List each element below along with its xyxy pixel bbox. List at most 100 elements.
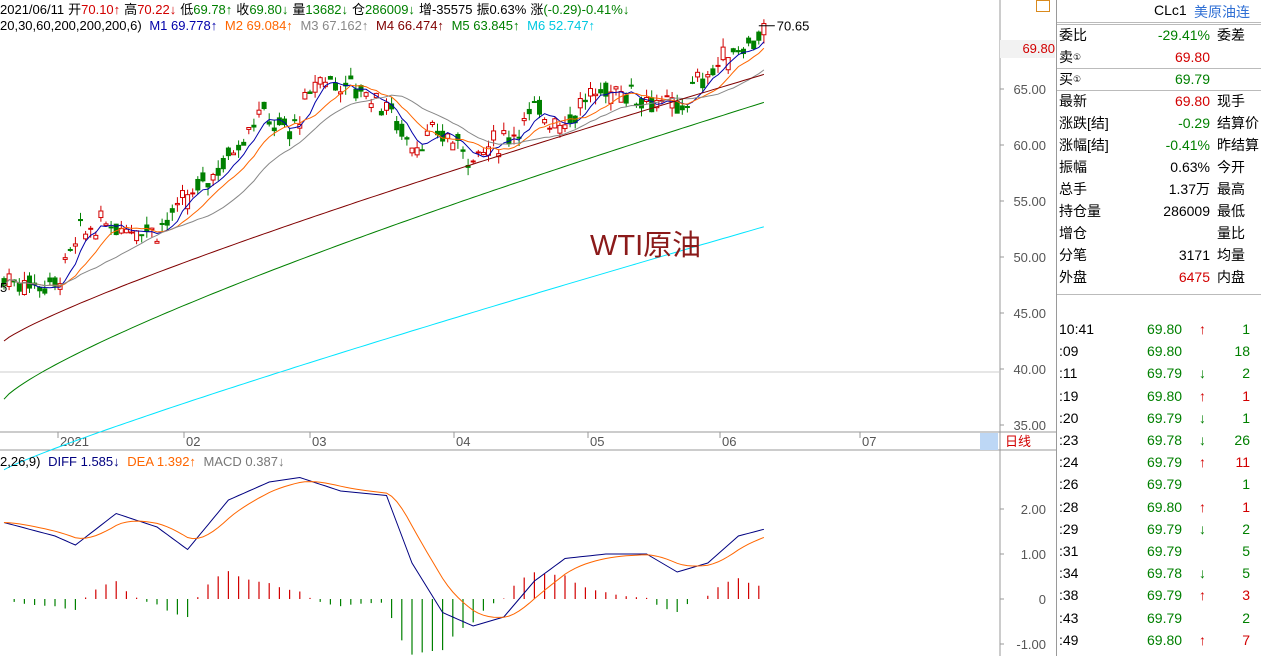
candle-body bbox=[445, 133, 451, 139]
price-tick-label: 60.00 bbox=[1013, 138, 1046, 153]
watermark-label: WTI原油 bbox=[590, 230, 702, 262]
quote-row: 振幅 0.63% 今开 bbox=[1057, 156, 1261, 178]
volume-value: 13682↓ bbox=[305, 2, 349, 17]
candle-body bbox=[419, 149, 425, 152]
candle-body bbox=[139, 234, 145, 237]
tick-time: :24 bbox=[1059, 454, 1079, 471]
tick-price: 69.79 bbox=[1147, 609, 1183, 626]
tick-volume: 5 bbox=[1242, 543, 1250, 559]
candle-body bbox=[241, 141, 247, 146]
candle-body bbox=[287, 131, 293, 140]
candle-body bbox=[542, 119, 548, 124]
candle-body bbox=[333, 82, 338, 91]
candle-body bbox=[225, 147, 231, 157]
candle-body bbox=[42, 288, 48, 294]
quote-key-secondary: 昨结算 bbox=[1217, 137, 1259, 153]
settings-icon[interactable] bbox=[1036, 0, 1050, 12]
candle-body bbox=[730, 48, 736, 53]
candle-body bbox=[164, 219, 170, 226]
contract-code: CLc1 bbox=[1154, 2, 1187, 18]
candle-body bbox=[460, 149, 466, 152]
quote-value: 69.79 bbox=[1174, 71, 1210, 87]
quote-key-secondary: 最高 bbox=[1217, 181, 1245, 197]
tick-price: 69.79 bbox=[1147, 409, 1183, 426]
quote-row: 买① 69.79 bbox=[1057, 68, 1261, 90]
macd-tick-label: -1.00 bbox=[1016, 637, 1046, 652]
ma-m5: M5 63.845↑ bbox=[451, 18, 520, 33]
ma-line-m4 bbox=[3, 73, 765, 342]
tick-time: :34 bbox=[1059, 565, 1079, 582]
candle-body bbox=[424, 130, 430, 136]
quote-key: 委比 bbox=[1059, 27, 1087, 43]
candle-body bbox=[710, 68, 716, 76]
tick-volume: 2 bbox=[1242, 609, 1250, 626]
quote-key: 振幅 bbox=[1059, 159, 1087, 175]
candle-body bbox=[88, 227, 94, 230]
ma-line-m6 bbox=[3, 226, 765, 471]
candle-body bbox=[348, 75, 354, 80]
tick-volume: 1 bbox=[1242, 498, 1250, 515]
candle-body bbox=[582, 99, 588, 103]
tick-volume: 5 bbox=[1242, 565, 1250, 582]
candle-body bbox=[450, 142, 456, 151]
quote-value: 69.80 bbox=[1174, 93, 1210, 109]
contract-name[interactable]: 美原油连 bbox=[1194, 4, 1250, 20]
tick-price: 69.79 bbox=[1147, 365, 1183, 382]
candle-body bbox=[674, 100, 680, 114]
ma-legend-bar: 20,30,60,200,200,200,6) M1 69.778↑ M2 69… bbox=[0, 16, 599, 36]
ma-line-m2 bbox=[3, 47, 765, 287]
price-tick-label: 45.00 bbox=[1013, 306, 1046, 321]
tick-time: :11 bbox=[1059, 365, 1078, 382]
quote-row: 涨跌[结] -0.29 结算价 bbox=[1057, 112, 1261, 134]
candle-body bbox=[705, 74, 711, 78]
tick-arrow: ↓ bbox=[1199, 432, 1206, 448]
tick-volume: 11 bbox=[1235, 454, 1250, 471]
scroll-thumb[interactable] bbox=[980, 433, 998, 450]
bar-date: 2021/06/11 bbox=[0, 2, 65, 17]
tick-arrow: ↑ bbox=[1199, 498, 1206, 515]
tick-row: :24 69.79 ↑ 11 bbox=[1057, 451, 1261, 473]
candle-body bbox=[220, 157, 226, 170]
candle-body bbox=[593, 93, 599, 97]
candle-body bbox=[327, 76, 333, 80]
period-day-button[interactable]: 日线 bbox=[1005, 434, 1032, 449]
tick-arrow: ↑ bbox=[1199, 387, 1206, 404]
tick-time: :43 bbox=[1059, 609, 1079, 626]
quote-key-secondary: 内盘 bbox=[1217, 269, 1245, 285]
candle-body bbox=[735, 50, 741, 53]
candle-body bbox=[251, 124, 257, 128]
candle-body bbox=[180, 190, 185, 199]
quote-panel: CLc1 美原油连 委比 -29.41% 委差 卖① 69.80 买① 69.79 最新 69.… bbox=[1056, 0, 1261, 656]
low-label: 低 bbox=[180, 2, 194, 17]
tick-volume: 1 bbox=[1242, 476, 1250, 493]
ma-m6: M6 52.747↑ bbox=[527, 18, 596, 33]
quote-key-secondary: 最低 bbox=[1217, 203, 1245, 219]
quote-value: 1.37万 bbox=[1168, 181, 1210, 197]
quote-value: 69.80 bbox=[1174, 49, 1210, 65]
tick-row: :43 69.79 2 bbox=[1057, 607, 1261, 629]
candle-body bbox=[271, 127, 277, 132]
tick-time: :20 bbox=[1059, 409, 1079, 426]
tick-time: :26 bbox=[1059, 476, 1079, 493]
price-tick-label: 35.00 bbox=[1013, 418, 1046, 433]
candle-body bbox=[205, 183, 211, 188]
candle-body bbox=[613, 86, 619, 90]
macd-diff: DIFF 1.585↓ bbox=[48, 454, 120, 469]
ohlc-info-bar: 2021/06/11 开70.10↑ 高70.22↓ 低69.78↑ 收69.80↓ 量1… bbox=[0, 0, 633, 20]
tick-time: :23 bbox=[1059, 432, 1079, 448]
candle-body bbox=[690, 81, 695, 84]
ma-line-m5 bbox=[3, 101, 765, 400]
candle-body bbox=[475, 151, 481, 154]
candle-body bbox=[236, 144, 242, 151]
candle-body bbox=[307, 91, 313, 94]
chg-label: 涨 bbox=[530, 2, 544, 17]
level-mark: ① bbox=[1073, 74, 1082, 84]
candle-body bbox=[83, 233, 89, 240]
candle-body bbox=[21, 280, 27, 295]
candle-body bbox=[103, 223, 109, 227]
time-tick-label: 06 bbox=[722, 434, 736, 449]
quote-row: 最新 69.80 现手 bbox=[1057, 90, 1261, 112]
candle-body bbox=[511, 134, 517, 137]
candle-body bbox=[123, 228, 129, 234]
